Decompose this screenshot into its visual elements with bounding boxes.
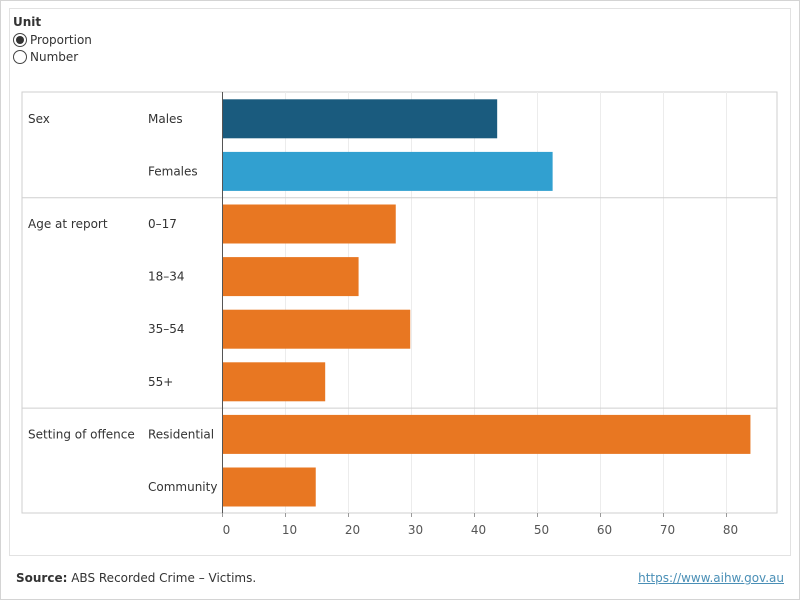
unit-control-title: Unit — [13, 15, 42, 29]
x-tick-label: 10 — [282, 523, 297, 537]
group-label: Sex — [28, 112, 50, 126]
aihw-website-link[interactable]: https://www.aihw.gov.au — [638, 571, 784, 585]
bar-females — [223, 151, 553, 191]
bar-residential — [223, 414, 751, 454]
radio-proportion[interactable]: Proportion — [13, 31, 92, 48]
category-label: 0–17 — [148, 217, 177, 231]
bar-0-17 — [223, 204, 396, 244]
radio-proportion-icon — [13, 32, 27, 47]
bar-35-54 — [223, 309, 411, 349]
x-tick-label: 20 — [345, 523, 360, 537]
x-tick-label: 70 — [660, 523, 675, 537]
bar-55- — [223, 362, 326, 402]
category-label: Community — [148, 480, 217, 494]
category-label: 35–54 — [148, 322, 185, 336]
x-tick-label: 50 — [534, 523, 549, 537]
chart-labels: Sex Males Females Age at report 0–17 18–34 35–… — [28, 112, 217, 494]
x-tick-label: 30 — [408, 523, 423, 537]
source-text: ABS Recorded Crime – Victims. — [67, 571, 257, 585]
chart-panel-frame — [21, 91, 778, 514]
x-tick-label: 60 — [597, 523, 612, 537]
chart-x-ticks: 0 10 20 30 40 50 60 70 80 — [222, 513, 738, 537]
radio-number-label: Number — [30, 49, 79, 64]
chart-bars — [223, 99, 751, 507]
source-note: Source: ABS Recorded Crime – Victims. — [16, 571, 256, 585]
bar-community — [223, 467, 316, 507]
bar-chart: Sex Males Females Age at report 0–17 18–34 35–… — [21, 91, 778, 537]
source-label: Source: — [16, 571, 68, 585]
bar-18-34 — [223, 257, 359, 297]
category-label: 55+ — [148, 375, 173, 389]
bar-males — [223, 99, 498, 139]
category-label: 18–34 — [148, 270, 185, 284]
radio-proportion-label: Proportion — [30, 32, 92, 47]
category-label: Males — [148, 112, 183, 126]
radio-number-icon — [13, 49, 27, 64]
radio-number[interactable]: Number — [13, 48, 78, 65]
group-label: Age at report — [28, 217, 108, 231]
category-label: Residential — [148, 427, 214, 441]
x-tick-label: 40 — [471, 523, 486, 537]
group-label: Setting of offence — [28, 428, 135, 442]
chart-group-separators — [22, 197, 777, 409]
x-tick-label: 0 — [223, 523, 231, 537]
category-label: Females — [148, 164, 198, 178]
radio-selected-dot — [16, 35, 24, 44]
x-tick-label: 80 — [723, 523, 738, 537]
